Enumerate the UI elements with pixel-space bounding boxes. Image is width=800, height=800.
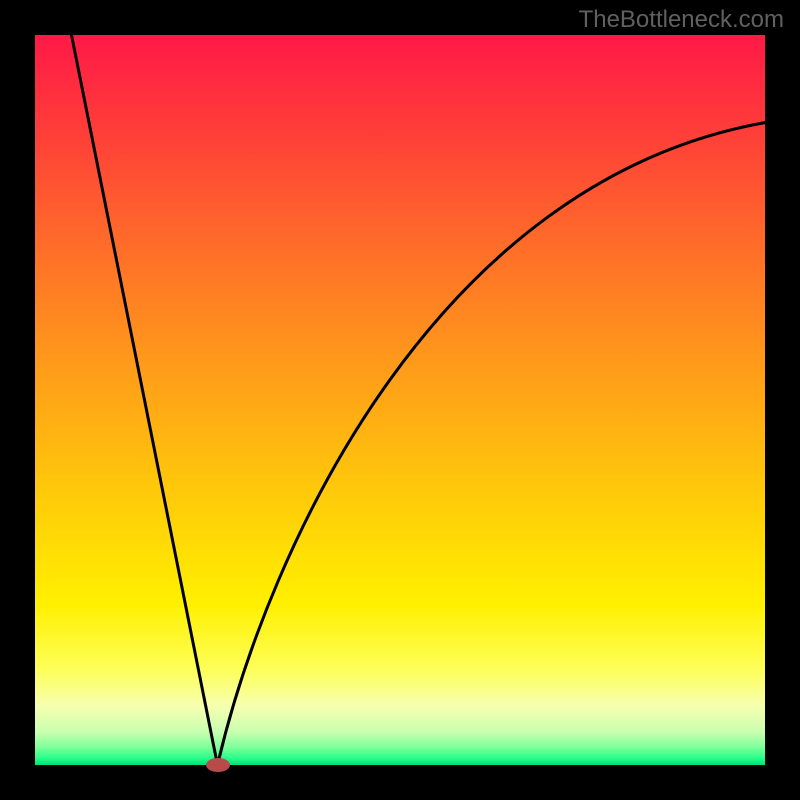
- chart-container: TheBottleneck.com: [0, 0, 800, 800]
- optimum-marker: [206, 758, 230, 772]
- watermark-text: TheBottleneck.com: [579, 6, 784, 34]
- chart-svg: [0, 0, 800, 800]
